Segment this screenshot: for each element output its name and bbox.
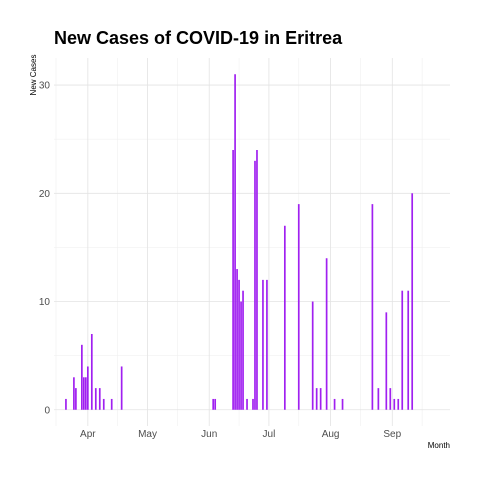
y-tick-label: 30: [39, 81, 51, 92]
bar: [319, 388, 322, 410]
x-axis-title: Month: [428, 441, 450, 450]
bar: [297, 204, 300, 410]
bar: [397, 398, 400, 410]
bar: [377, 388, 380, 410]
y-tick-label: 20: [39, 189, 51, 200]
bar: [315, 388, 318, 410]
bar: [341, 398, 344, 410]
bar: [240, 301, 242, 410]
bar: [411, 193, 414, 410]
bar: [73, 377, 75, 410]
bar: [83, 377, 85, 410]
bar: [86, 366, 89, 410]
bar: [236, 269, 238, 410]
bar: [81, 344, 83, 410]
x-tick-label: Jun: [201, 429, 217, 440]
bar: [102, 398, 105, 410]
bar: [407, 290, 410, 410]
y-tick-label: 10: [39, 297, 51, 308]
bar: [385, 312, 388, 410]
bar: [234, 74, 236, 410]
bar: [401, 290, 404, 410]
bar: [120, 366, 123, 410]
x-tick-label: Aug: [322, 429, 340, 440]
bar: [283, 225, 286, 410]
bar: [389, 388, 392, 410]
bar: [75, 388, 77, 410]
bar: [254, 160, 256, 410]
bar: [90, 334, 93, 410]
grid: [54, 58, 450, 426]
x-tick-label: Jul: [263, 429, 276, 440]
bar: [256, 150, 258, 410]
bar: [311, 301, 314, 410]
bar: [266, 279, 268, 410]
x-tick-label: Sep: [383, 429, 401, 440]
bar: [393, 398, 396, 410]
bar: [325, 258, 328, 410]
bars: [65, 74, 414, 410]
bar: [246, 398, 248, 410]
y-axis-ticks: 0 10 20 30: [39, 81, 51, 417]
bar: [333, 398, 336, 410]
chart-title: New Cases of COVID-19 in Eritrea: [54, 28, 343, 48]
y-axis-title: New Cases: [29, 55, 38, 96]
bar: [262, 279, 264, 410]
y-tick-label: 0: [44, 405, 50, 416]
bar: [94, 388, 97, 410]
bar: [242, 290, 244, 410]
bar: [238, 279, 240, 410]
bar: [371, 204, 374, 410]
bar: [252, 398, 254, 410]
x-tick-label: May: [138, 429, 157, 440]
bar: [214, 398, 217, 410]
x-axis-ticks: Apr May Jun Jul Aug Sep: [80, 429, 402, 440]
bar: [98, 388, 101, 410]
bar: [65, 398, 67, 410]
x-tick-label: Apr: [80, 429, 96, 440]
bar: [212, 398, 215, 410]
bar: [84, 377, 87, 410]
bar: [232, 150, 234, 410]
bar: [110, 398, 113, 410]
